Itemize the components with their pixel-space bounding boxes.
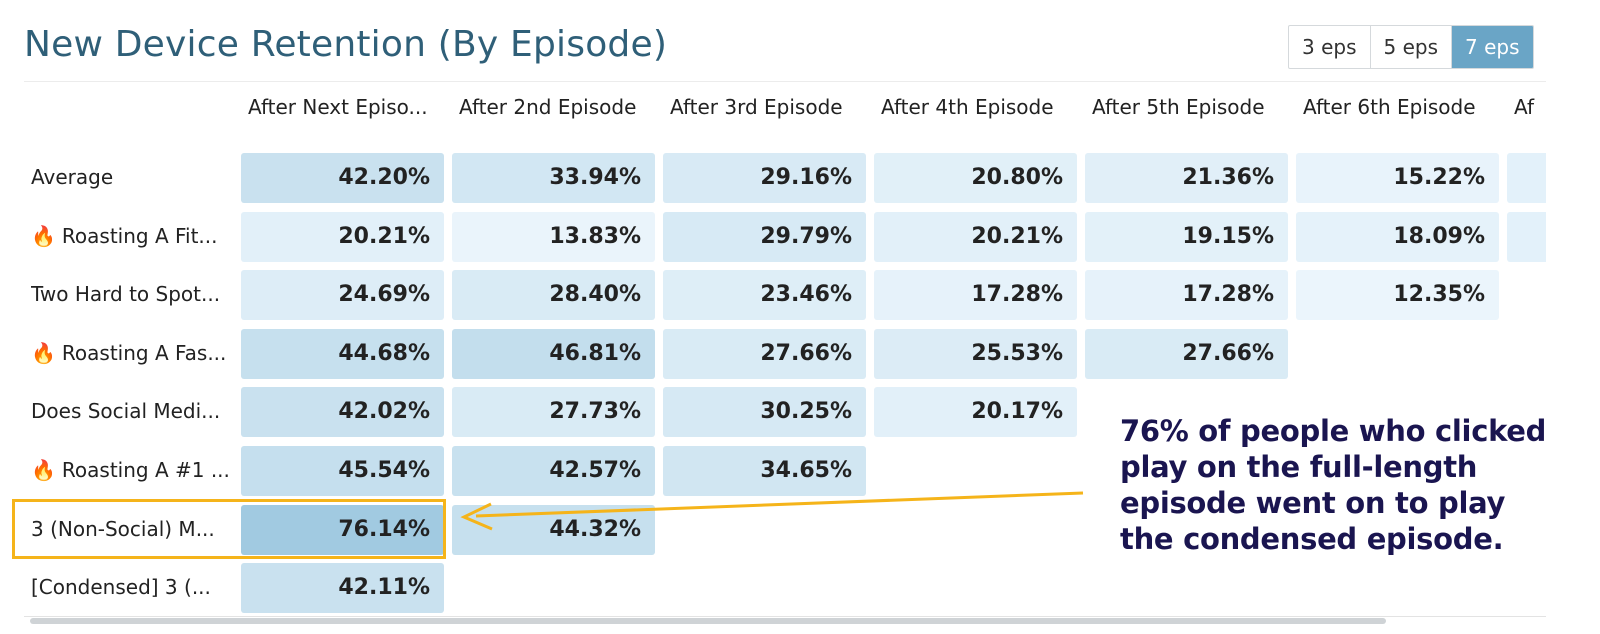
heatmap-cell[interactable]: [1507, 211, 1546, 262]
heatmap-cell[interactable]: 42.57%: [452, 446, 655, 496]
chart-title: New Device Retention (By Episode): [24, 24, 668, 65]
heatmap-cell[interactable]: 27.66%: [663, 328, 866, 379]
column-header-2: After 2nd Episode: [459, 95, 637, 119]
row-label-text: Average: [31, 165, 114, 189]
heatmap-cell[interactable]: 46.81%: [452, 328, 655, 379]
column-header-5: After 5th Episode: [1092, 95, 1265, 119]
row-label-text: Does Social Medi...: [31, 399, 221, 424]
row-label-2: 🔥 Roasting A Fit...: [31, 224, 236, 248]
row-label-5: Does Social Medi...: [31, 399, 236, 423]
heatmap-cell[interactable]: 44.32%: [452, 504, 655, 555]
column-header-4: After 4th Episode: [881, 95, 1054, 119]
heatmap-cell[interactable]: 29.16%: [663, 153, 866, 203]
heatmap-cell[interactable]: 13.83%: [452, 211, 655, 262]
heatmap-cell[interactable]: 42.11%: [241, 563, 444, 614]
heatmap-cell[interactable]: 20.21%: [241, 211, 444, 262]
heatmap-cell[interactable]: 18.09%: [1296, 211, 1499, 262]
footer-divider: [24, 616, 1546, 617]
heatmap-cell[interactable]: 45.54%: [241, 446, 444, 496]
row-label-text: [Condensed] 3 (...: [31, 575, 211, 600]
heatmap-cell[interactable]: 44.68%: [241, 328, 444, 379]
heatmap-cell[interactable]: 27.66%: [1085, 328, 1288, 379]
toggle-5-eps[interactable]: 5 eps: [1371, 26, 1453, 68]
column-header-6: After 6th Episode: [1303, 95, 1476, 119]
fire-icon: 🔥: [31, 458, 56, 482]
header-divider: [24, 81, 1546, 82]
row-label-text: Roasting A #1 ...: [61, 458, 230, 482]
heatmap-cell[interactable]: 20.80%: [874, 153, 1077, 203]
row-label-text: Roasting A Fit...: [61, 223, 218, 248]
row-label-8: [Condensed] 3 (...: [31, 575, 236, 599]
heatmap-cell[interactable]: 42.02%: [241, 387, 444, 438]
heatmap-cell[interactable]: 34.65%: [663, 446, 866, 496]
heatmap-cell[interactable]: 23.46%: [663, 270, 866, 321]
heatmap-cell[interactable]: 20.21%: [874, 211, 1077, 262]
heatmap-cell[interactable]: 24.69%: [241, 270, 444, 321]
heatmap-cell[interactable]: 27.73%: [452, 387, 655, 438]
column-header-3: After 3rd Episode: [670, 95, 843, 119]
heatmap-cell[interactable]: 17.28%: [874, 270, 1077, 321]
row-label-text: Roasting A Fas...: [61, 340, 227, 365]
annotation-text: 76% of people who clicked play on the fu…: [1120, 414, 1547, 556]
heatmap-cell[interactable]: 15.22%: [1296, 153, 1499, 203]
row-label-4: 🔥 Roasting A Fas...: [31, 341, 236, 365]
heatmap-cell[interactable]: 20.17%: [874, 387, 1077, 438]
row-label-7: 3 (Non-Social) M...: [31, 517, 236, 541]
horizontal-scrollbar[interactable]: [30, 618, 1386, 624]
heatmap-cell[interactable]: 29.79%: [663, 211, 866, 262]
fire-icon: 🔥: [31, 223, 56, 248]
heatmap-cell[interactable]: 12.35%: [1296, 270, 1499, 321]
column-header-7: Af: [1514, 95, 1535, 119]
retention-heatmap: After Next Episo... After 2nd Episode Afte…: [31, 95, 1546, 614]
heatmap-cell[interactable]: 25.53%: [874, 328, 1077, 379]
toggle-7-eps[interactable]: 7 eps: [1452, 26, 1533, 68]
heatmap-cell[interactable]: 33.94%: [452, 153, 655, 203]
heatmap-cell[interactable]: 42.20%: [241, 153, 444, 203]
heatmap-cell[interactable]: 30.25%: [663, 387, 866, 438]
heatmap-cell[interactable]: 19.15%: [1085, 211, 1288, 262]
row-label-6: 🔥 Roasting A #1 ...: [31, 458, 236, 482]
episode-count-toggle: 3 eps 5 eps 7 eps: [1288, 25, 1534, 69]
heatmap-cell[interactable]: 28.40%: [452, 270, 655, 321]
row-label-text: 3 (Non-Social) M...: [31, 516, 215, 541]
row-label-3: Two Hard to Spot...: [31, 282, 236, 306]
heatmap-cell[interactable]: 21.36%: [1085, 153, 1288, 203]
heatmap-cell[interactable]: [1507, 153, 1546, 203]
heatmap-cell[interactable]: 76.14%: [241, 504, 444, 555]
row-label-1: Average: [31, 165, 236, 189]
toggle-3-eps[interactable]: 3 eps: [1289, 26, 1371, 68]
heatmap-cell[interactable]: 17.28%: [1085, 270, 1288, 321]
fire-icon: 🔥: [31, 340, 56, 365]
column-header-1: After Next Episo...: [248, 95, 428, 119]
row-label-text: Two Hard to Spot...: [31, 282, 221, 307]
